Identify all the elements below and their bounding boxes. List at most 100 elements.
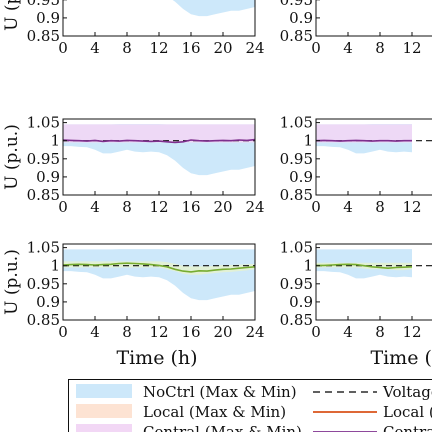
voltage-series-line	[63, 138, 255, 144]
x-tick-label: 8	[122, 198, 132, 216]
voltage-series-line	[316, 139, 412, 142]
legend-label: Voltage	[382, 383, 432, 401]
x-tick-label: 24	[245, 323, 264, 341]
strategy-band	[63, 124, 255, 143]
y-tick-label: 0.95	[27, 0, 60, 9]
x-tick-label: 12	[149, 323, 168, 341]
y-tick-label: 0.85	[280, 27, 313, 45]
legend-entry: NoCtrl (Max & Min)	[76, 383, 297, 401]
x-tick-label: 16	[181, 323, 200, 341]
y-tick-label: 0.9	[36, 168, 60, 186]
y-tick-label: 0.85	[27, 186, 60, 204]
y-tick-label: 0.95	[280, 275, 313, 293]
x-tick-label: 4	[343, 198, 353, 216]
x-tick-label: 20	[213, 39, 232, 57]
legend-entry: Voltage	[313, 383, 432, 401]
y-tick-label: 0.85	[280, 311, 313, 329]
y-tick-label: 0.9	[289, 293, 313, 311]
y-tick-label: 1	[50, 257, 60, 275]
y-tick-label: 1	[303, 132, 313, 150]
x-tick-label: 12	[402, 323, 421, 341]
x-axis-label-right: Time (h)	[370, 347, 432, 369]
legend-entry: Local (Max & Min)	[76, 403, 286, 421]
x-tick-label: 8	[122, 323, 132, 341]
y-tick-label: 0.9	[289, 168, 313, 186]
y-tick-label: 0.85	[27, 27, 60, 45]
x-tick-label: 12	[149, 198, 168, 216]
legend-swatch	[76, 424, 132, 432]
legend-label: Local (Max & Min)	[143, 403, 286, 421]
x-tick-label: 24	[245, 198, 264, 216]
legend-label: Centra	[383, 423, 432, 432]
x-tick-label: 20	[213, 323, 232, 341]
x-tick-label: 24	[245, 39, 264, 57]
panel-plot-area	[172, 0, 255, 17]
legend-swatch	[76, 384, 132, 398]
x-tick-label: 0	[311, 323, 321, 341]
y-tick-label: 0.95	[280, 150, 313, 168]
panel-plot-area	[316, 249, 432, 279]
y-axis-label: U (p.u.)	[2, 0, 22, 31]
x-axis-label-left: Time (h)	[116, 347, 197, 369]
y-tick-label: 0.85	[27, 311, 60, 329]
nocontrol-band	[172, 0, 255, 17]
y-tick-label: 0.95	[27, 275, 60, 293]
y-tick-label: 0.95	[280, 0, 313, 9]
x-tick-label: 4	[90, 39, 100, 57]
y-axis-label: U (p.u.)	[2, 124, 22, 190]
x-tick-label: 0	[58, 39, 68, 57]
y-tick-label: 1.05	[27, 239, 60, 257]
legend-label: Local (	[383, 403, 432, 421]
x-tick-label: 8	[375, 39, 385, 57]
y-tick-label: 0.95	[27, 150, 60, 168]
legend-label: NoCtrl (Max & Min)	[143, 383, 297, 401]
y-tick-label: 1.05	[280, 114, 313, 132]
x-tick-label: 12	[149, 39, 168, 57]
legend-entry: Local (	[313, 403, 432, 421]
panel-plot-area	[63, 249, 255, 301]
x-tick-label: 12	[402, 39, 421, 57]
x-tick-label: 0	[58, 198, 68, 216]
x-tick-label: 8	[122, 39, 132, 57]
y-tick-label: 0.9	[36, 293, 60, 311]
x-tick-label: 4	[90, 198, 100, 216]
y-tick-label: 0.9	[36, 9, 60, 27]
x-tick-label: 8	[375, 323, 385, 341]
legend-label: Central (Max & Min)	[143, 423, 302, 432]
y-tick-label: 1	[50, 132, 60, 150]
y-tick-label: 1	[303, 257, 313, 275]
x-axis-labels: Time (h) Time (h)	[116, 347, 432, 369]
panel-plot-area	[63, 124, 255, 176]
legend-entry: Central (Max & Min)	[76, 423, 302, 432]
panel-plot-area	[316, 124, 432, 154]
y-axis-label: U (p.u.)	[2, 249, 22, 315]
x-tick-label: 0	[311, 39, 321, 57]
legend: NoCtrl (Max & Min) Voltage Local (Max & Mi…	[68, 379, 432, 432]
y-tick-label: 1.05	[280, 239, 313, 257]
x-tick-label: 0	[311, 198, 321, 216]
x-tick-label: 16	[181, 198, 200, 216]
y-tick-label: 0.9	[289, 9, 313, 27]
voltage-series-line	[63, 262, 255, 273]
x-tick-label: 12	[402, 198, 421, 216]
x-tick-label: 0	[58, 323, 68, 341]
x-tick-label: 4	[90, 323, 100, 341]
x-tick-label: 20	[213, 198, 232, 216]
y-tick-label: 1.05	[27, 114, 60, 132]
legend-entry: Centra	[313, 423, 432, 432]
x-tick-label: 16	[181, 39, 200, 57]
x-tick-label: 4	[343, 39, 353, 57]
x-tick-label: 4	[343, 323, 353, 341]
x-tick-label: 8	[375, 198, 385, 216]
legend-swatch	[76, 404, 132, 418]
voltage-series-line	[316, 263, 413, 270]
y-tick-label: 0.85	[280, 186, 313, 204]
